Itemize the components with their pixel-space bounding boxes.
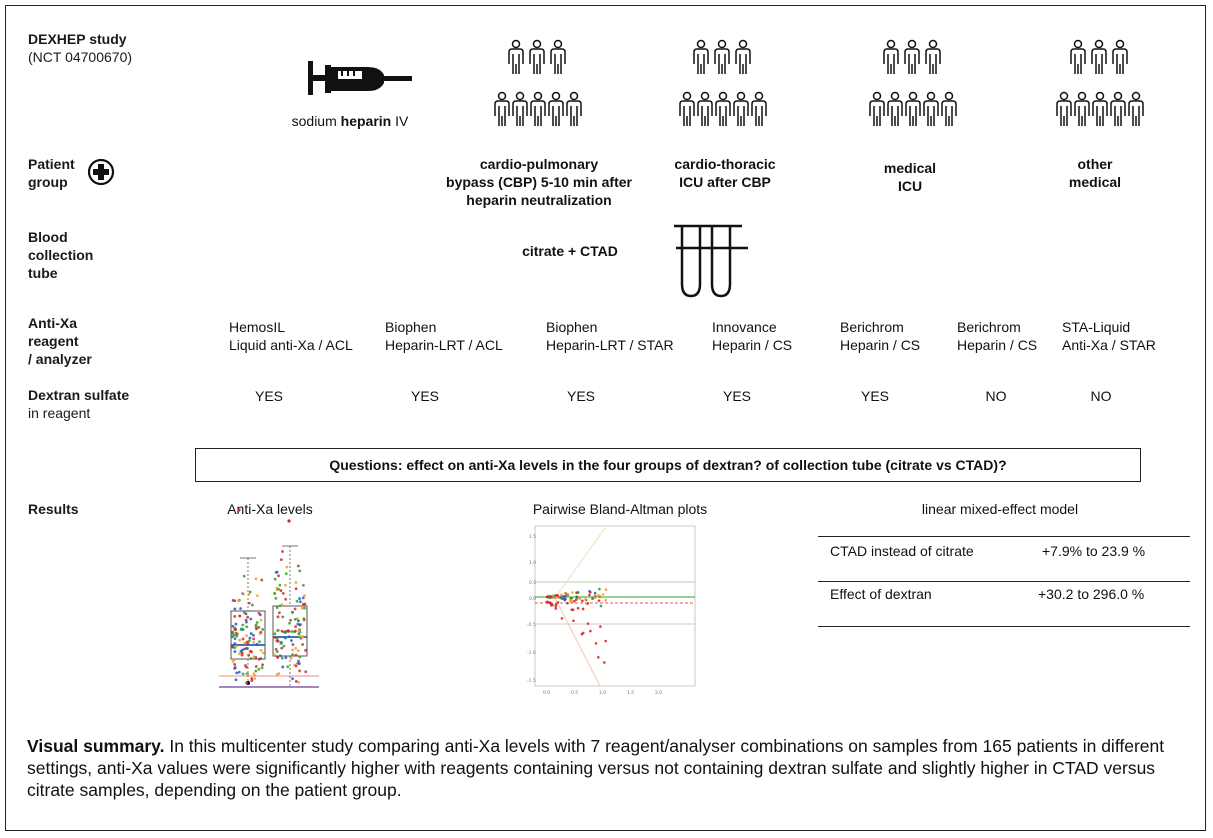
group-other-medical: other medical xyxy=(1068,156,1122,190)
syringe-icon xyxy=(308,57,414,106)
reagent-1: HemosIL Liquid anti-Xa / ACL xyxy=(229,319,353,353)
model-row-1-label: CTAD instead of citrate xyxy=(830,543,974,559)
people-group-4-icon xyxy=(1055,38,1145,144)
study-label: DEXHEP study (NCT 04700670) xyxy=(28,31,133,65)
bland-ytick-0: 1.5 xyxy=(529,534,536,540)
reagent-label: Anti-Xa reagent / analyzer xyxy=(28,315,92,367)
model-row-2-value: +30.2 to 296.0 % xyxy=(1038,586,1145,602)
visual-summary: Visual summary. In this multicenter stud… xyxy=(27,735,1197,801)
bland-ytick-3: 0.0 xyxy=(529,596,536,602)
patient-group-label: Patient group xyxy=(28,156,75,190)
people-group-1-icon xyxy=(493,38,583,144)
bland-ytick-4: -0.5 xyxy=(527,622,536,628)
group-medical-icu: medical ICU xyxy=(883,160,937,194)
bland-ytick-2: 0.5 xyxy=(529,580,536,586)
people-group-2-icon xyxy=(678,38,768,144)
antixa-title: Anti-Xa levels xyxy=(227,501,313,517)
summary-text: In this multicenter study comparing anti… xyxy=(27,736,1165,800)
model-row-1-value: +7.9% to 23.9 % xyxy=(1042,543,1146,559)
model-title: linear mixed-effect model xyxy=(921,501,1079,517)
reagent-3: Biophen Heparin-LRT / STAR xyxy=(546,319,674,353)
group-cardio-icu: cardio-thoracic ICU after CBP xyxy=(674,156,776,190)
dextran-label: Dextran sulfate in reagent xyxy=(28,387,130,421)
table-rule-bottom xyxy=(818,626,1190,627)
reagent-7: STA-Liquid Anti-Xa / STAR xyxy=(1062,319,1156,353)
dextran-7: NO xyxy=(1090,388,1112,404)
bland-altman-title: Pairwise Bland-Altman plots xyxy=(532,501,708,517)
antixa-boxplot xyxy=(215,503,325,698)
bland-xtick-2: 1.0 xyxy=(599,690,606,696)
test-tubes-icon xyxy=(672,220,752,305)
heparin-label: sodium heparin IV xyxy=(291,113,409,129)
bland-xtick-0: 0.0 xyxy=(543,690,550,696)
figure-frame xyxy=(5,5,1206,831)
table-rule-top xyxy=(818,536,1190,537)
bland-ytick-1: 1.0 xyxy=(529,560,536,566)
reagent-2: Biophen Heparin-LRT / ACL xyxy=(385,319,503,353)
tube-text: citrate + CTAD xyxy=(522,243,618,259)
dextran-4: YES xyxy=(722,388,751,404)
medical-cross-icon xyxy=(87,158,115,191)
reagent-6: Berichrom Heparin / CS xyxy=(957,319,1038,353)
model-row-2-label: Effect of dextran xyxy=(830,586,932,602)
bland-altman-plot: 0.0 0.5 1.0 1.5 2.0 1.5 1.0 0.5 0.0 -0.5… xyxy=(525,522,705,707)
bland-ytick-6: -1.5 xyxy=(527,678,536,684)
bland-ytick-5: -1.0 xyxy=(527,650,536,656)
bland-xtick-1: 0.5 xyxy=(571,690,578,696)
reagent-4: Innovance Heparin / CS xyxy=(712,319,793,353)
dextran-5: YES xyxy=(860,388,889,404)
results-label: Results xyxy=(28,501,79,517)
group-cpb: cardio-pulmonary bypass (CBP) 5-10 min a… xyxy=(446,156,632,208)
dextran-1: YES xyxy=(254,388,283,404)
dextran-3: YES xyxy=(566,388,595,404)
summary-heading: Visual summary. xyxy=(27,736,165,756)
blood-tube-label: Blood collection tube xyxy=(28,229,94,281)
question-box: Questions: effect on anti-Xa levels in t… xyxy=(195,448,1141,482)
table-rule-mid xyxy=(818,581,1190,582)
reagent-5: Berichrom Heparin / CS xyxy=(840,319,921,353)
people-group-3-icon xyxy=(868,38,958,144)
bland-xtick-3: 1.5 xyxy=(627,690,634,696)
bland-xtick-4: 2.0 xyxy=(655,690,662,696)
dextran-6: NO xyxy=(985,388,1007,404)
dextran-2: YES xyxy=(410,388,439,404)
